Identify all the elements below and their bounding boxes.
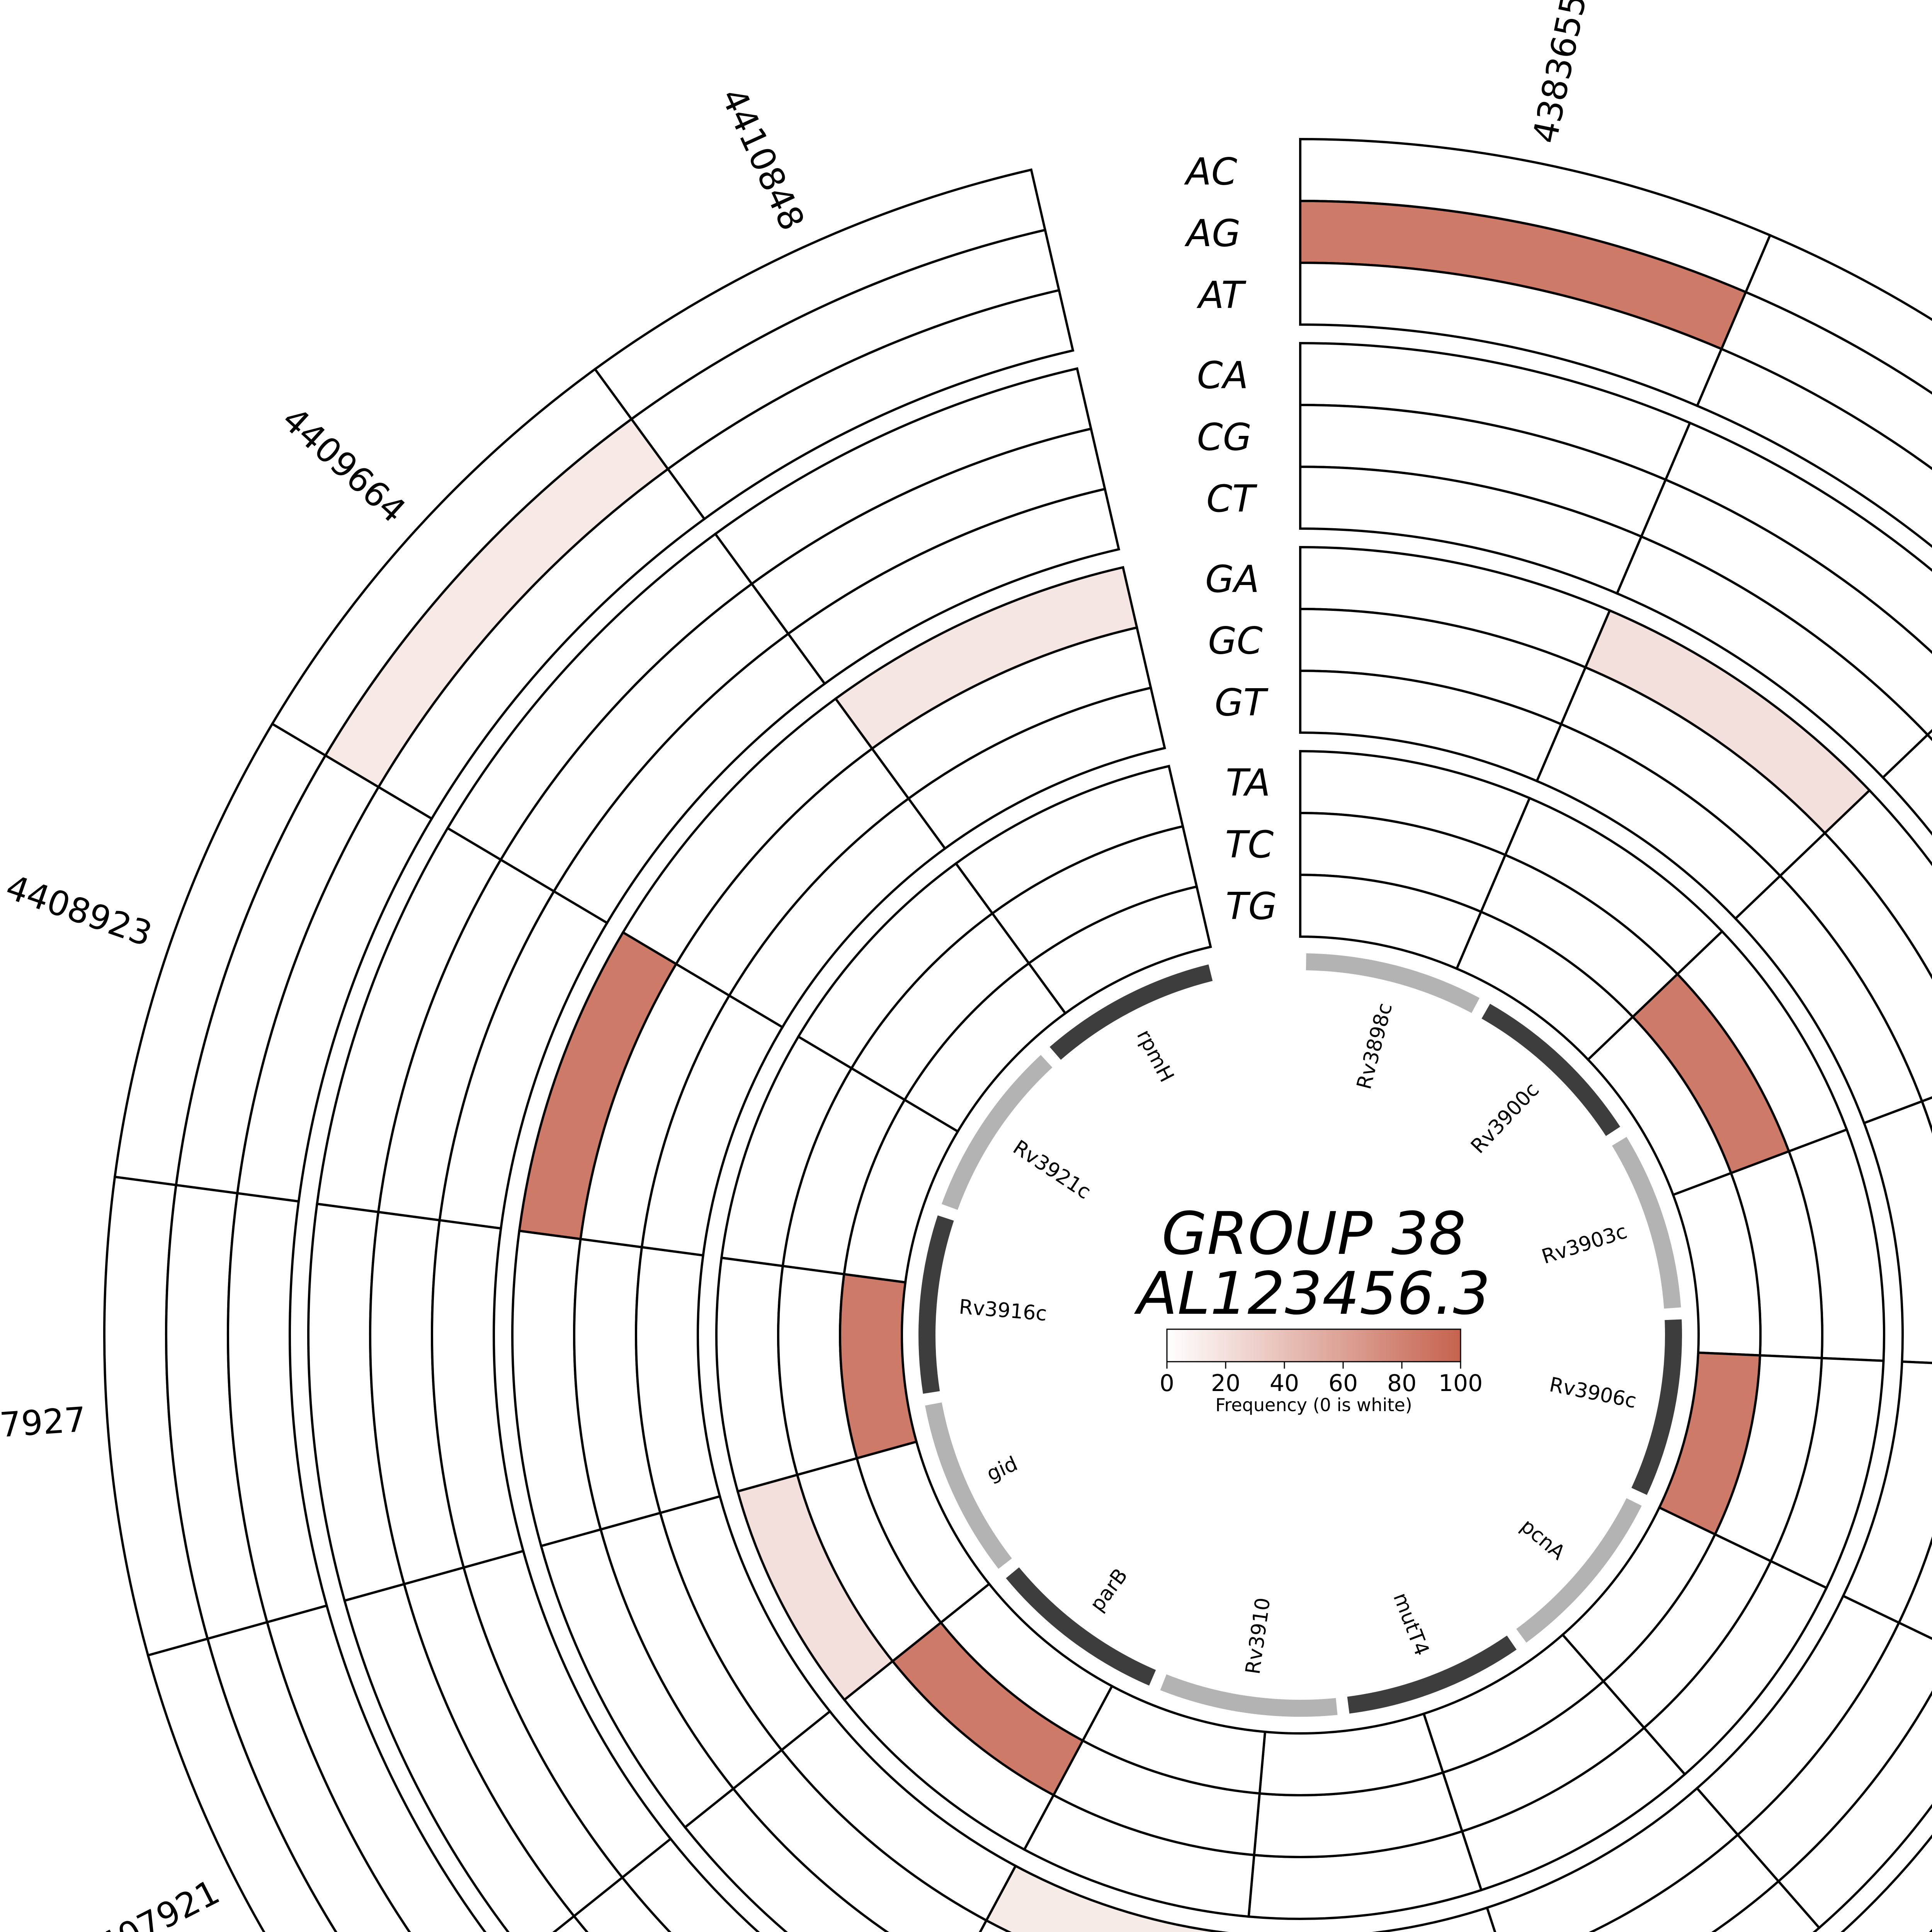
colorbar-tick-label: 20 — [1211, 1370, 1240, 1397]
gene-arc — [925, 1402, 1012, 1569]
gene-label: Rv3898c — [1352, 1001, 1397, 1092]
ring-label: TG — [1226, 885, 1277, 928]
heatmap-cell — [1711, 1879, 1821, 1932]
ring-label: CG — [1197, 415, 1252, 459]
colorbar-label: Frequency (0 is white) — [1215, 1395, 1412, 1415]
gene-arc — [1049, 964, 1213, 1060]
gene-label: Rv3900c — [1466, 1078, 1544, 1158]
gene-arc — [1160, 1674, 1338, 1717]
position-label: 4407927 — [0, 1400, 87, 1450]
position-label: 4408923 — [1, 867, 157, 954]
gene-arc — [941, 1055, 1053, 1210]
gene-label: pcnA — [1516, 1514, 1570, 1565]
ring-label: CT — [1206, 477, 1257, 520]
gene-label: Rv3910 — [1242, 1596, 1275, 1676]
gene-arc — [1306, 953, 1480, 1013]
heatmap-rings — [103, 138, 1932, 1932]
gene-arc — [1516, 1498, 1642, 1643]
gene-arc — [1481, 1003, 1620, 1136]
plot-subtitle: AL123456.3 — [1134, 1259, 1490, 1328]
gene-ring — [918, 953, 1682, 1717]
ring-label: AT — [1196, 274, 1247, 317]
gene-label: Rv3903c — [1539, 1220, 1630, 1269]
gene-arc — [1006, 1567, 1156, 1686]
gene-label: Rv3906c — [1548, 1373, 1638, 1413]
gene-arc — [1347, 1635, 1517, 1714]
ring-label: GC — [1208, 619, 1262, 663]
ring-labels: AC AG AT CA CG CT GA GC GT TA TC TG — [1184, 150, 1277, 928]
gene-label: mutT4 — [1388, 1590, 1433, 1659]
heatmap-cell — [1862, 1100, 1932, 1364]
colorbar-ticks: 0 20 40 60 80 100 — [1160, 1362, 1483, 1397]
heatmap-cell — [552, 1914, 589, 1932]
gene-label: parB — [1085, 1564, 1132, 1616]
heatmap-cell — [1840, 1834, 1932, 1932]
colorbar: 0 20 40 60 80 100 Frequency (0 is white) — [1160, 1328, 1483, 1415]
ring-label: AG — [1184, 212, 1241, 255]
heatmap-cell — [839, 1273, 918, 1460]
ring-label: TA — [1226, 761, 1270, 804]
ring-label: GT — [1214, 681, 1268, 724]
heatmap-cell — [1696, 347, 1932, 548]
colorbar-tick-label: 60 — [1328, 1370, 1358, 1397]
heatmap-cell — [1027, 885, 1212, 1015]
heatmap-cell — [1485, 1786, 1740, 1932]
gene-arc — [918, 1215, 954, 1394]
position-label: 4410848 — [713, 82, 813, 236]
position-label: 4409664 — [275, 399, 413, 531]
heatmap-cell — [786, 487, 1121, 685]
gene-label: Rv3916c — [958, 1295, 1048, 1325]
ring-label: AC — [1184, 150, 1237, 193]
position-label: 4383655 — [1525, 0, 1594, 146]
colorbar-gradient — [1166, 1328, 1461, 1362]
heatmap-cell — [666, 289, 1075, 521]
gene-label: rpmH — [1132, 1026, 1179, 1086]
colorbar-tick-label: 80 — [1387, 1370, 1417, 1397]
ring-label: TC — [1225, 823, 1274, 866]
heatmap-cell — [1881, 733, 1932, 836]
colorbar-tick-label: 40 — [1270, 1370, 1299, 1397]
ring-label: GA — [1205, 558, 1259, 601]
colorbar-tick-label: 0 — [1160, 1370, 1174, 1397]
position-label: 4407921 — [73, 1872, 226, 1932]
heatmap-cell — [907, 686, 1166, 850]
plot-title: GROUP 38 — [1162, 1199, 1466, 1268]
gene-label: gid — [983, 1452, 1021, 1486]
gene-arc — [1631, 1319, 1682, 1495]
gene-label: Rv3921c — [1009, 1136, 1095, 1204]
colorbar-tick-label: 100 — [1439, 1370, 1483, 1397]
ring-label: CA — [1197, 354, 1248, 397]
heatmap-cell — [1371, 1906, 1497, 1932]
gene-arc — [1612, 1137, 1681, 1309]
